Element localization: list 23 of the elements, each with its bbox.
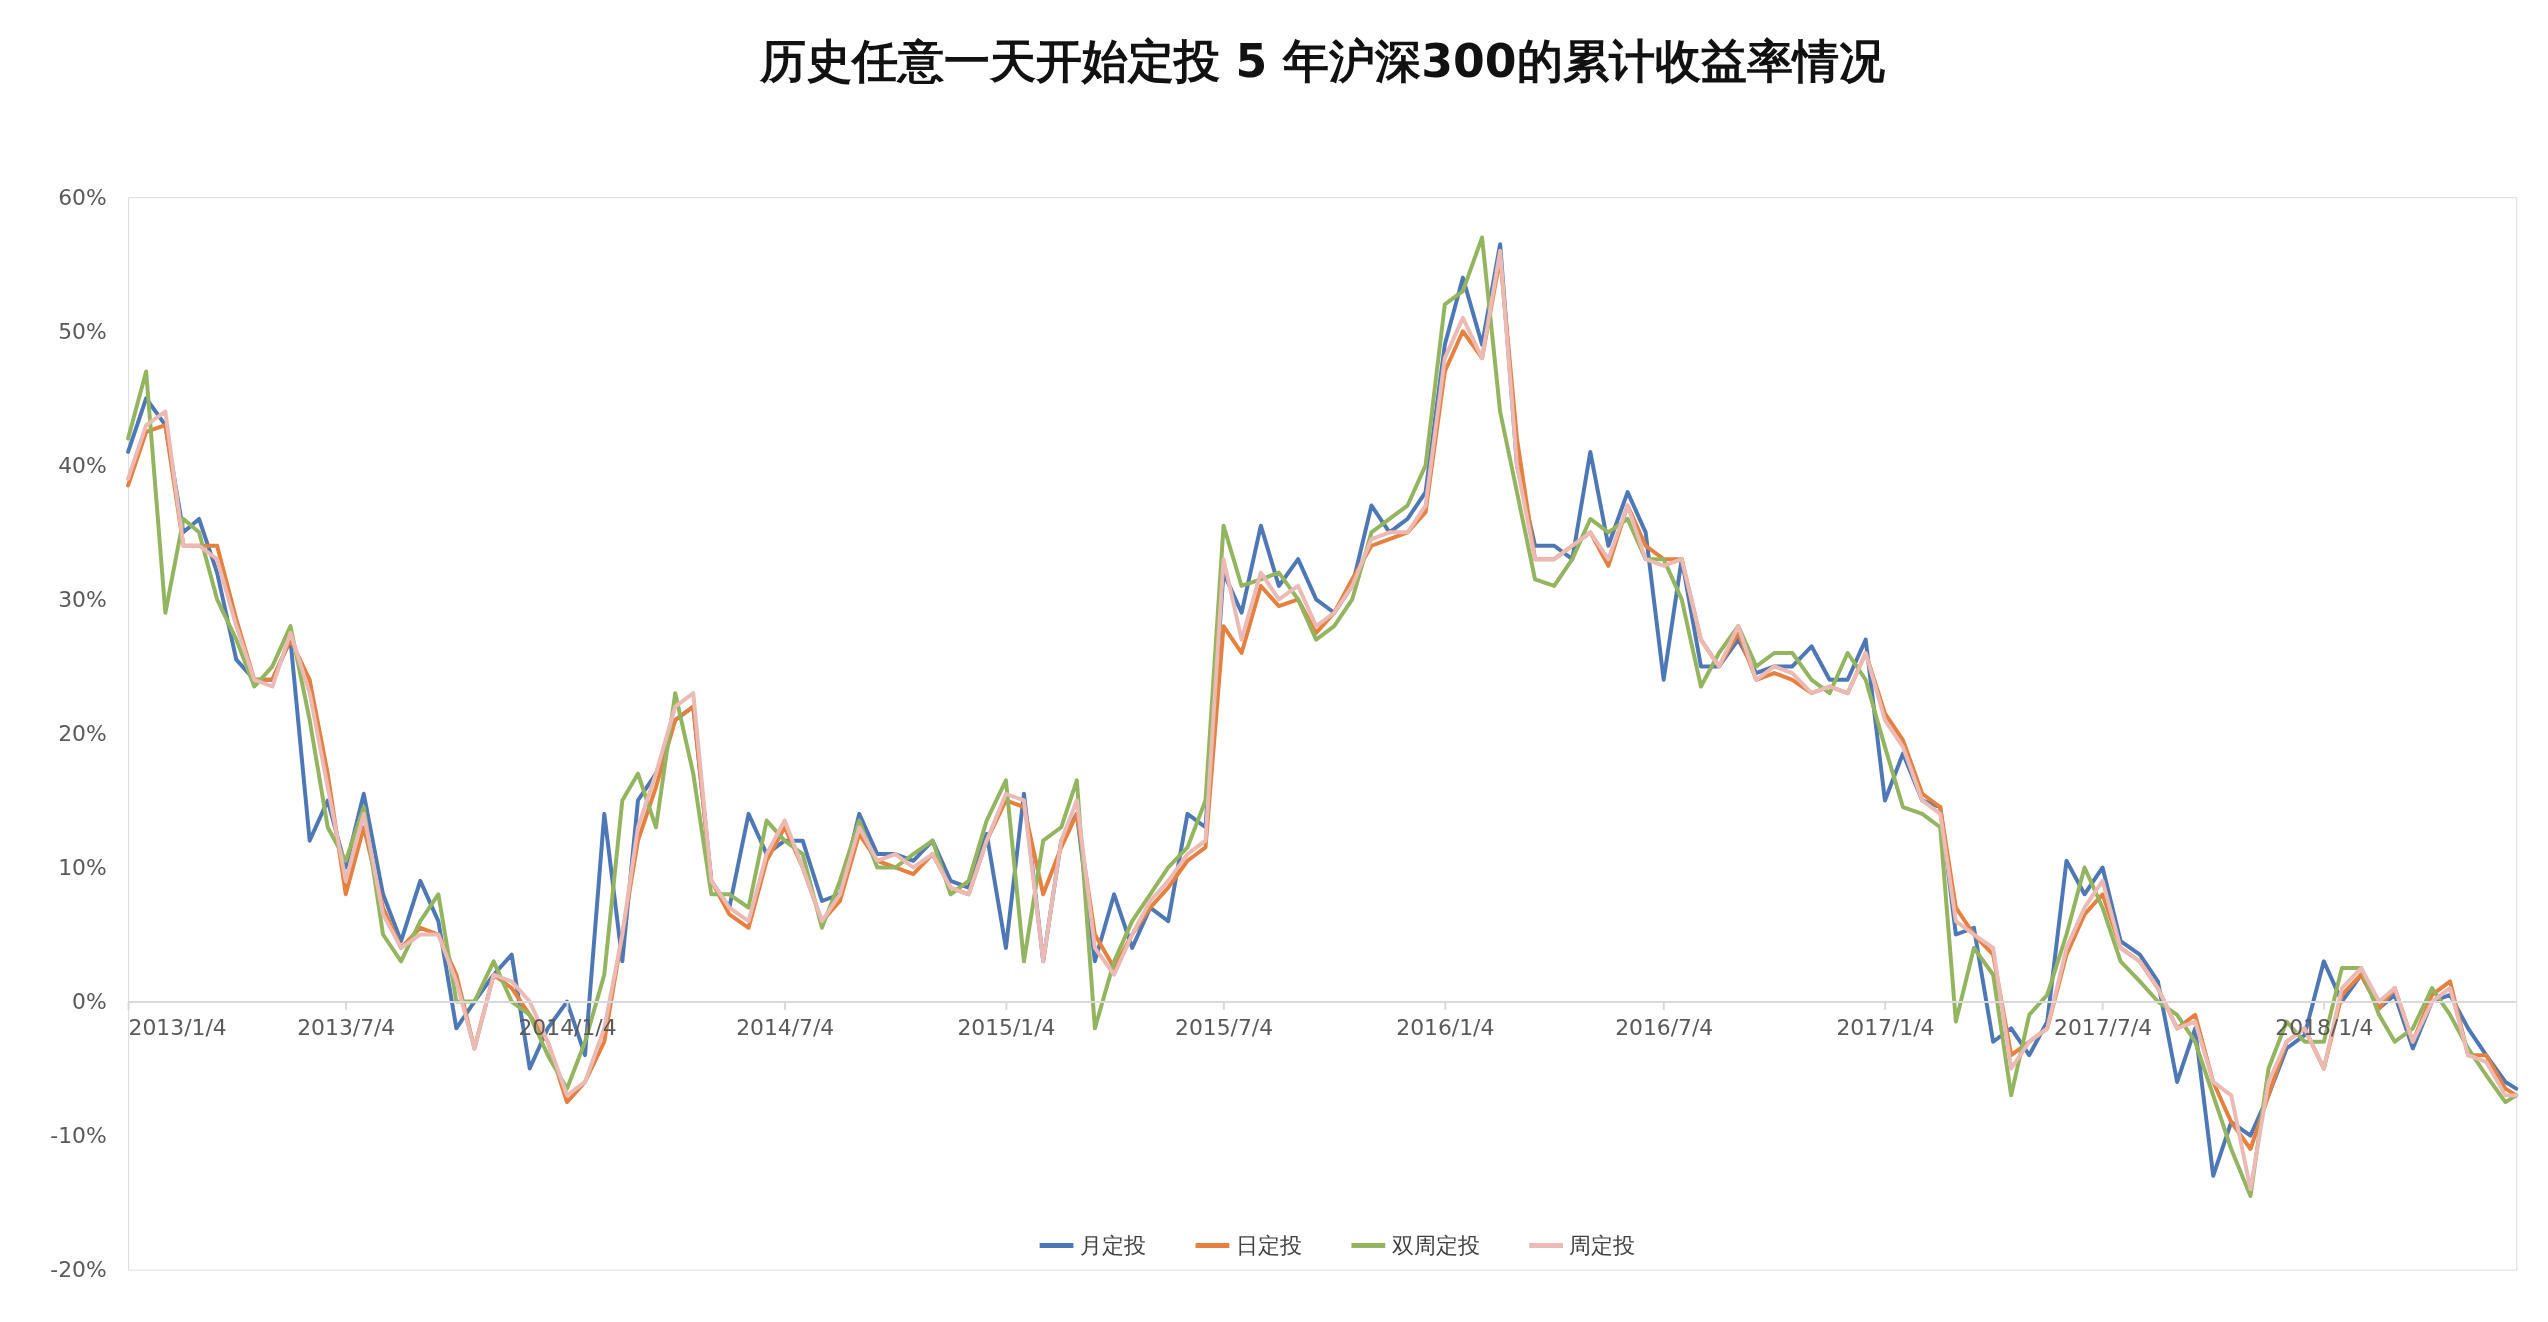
y-tick-label: -10% [50,1123,107,1149]
y-tick-label: 30% [58,586,107,612]
x-tick-label: 2013/1/4 [128,1014,227,1040]
legend-label: 月定投 [1079,1232,1146,1258]
x-tick-label: 2016/7/4 [1615,1014,1714,1040]
x-tick-label: 2015/7/4 [1175,1014,1274,1040]
legend-label: 双周定投 [1391,1232,1480,1258]
x-tick-label: 2015/1/4 [957,1014,1056,1040]
x-tick-label: 2017/7/4 [2054,1014,2153,1040]
x-tick-label: 2016/1/4 [1396,1014,1495,1040]
x-tick-label: 2017/1/4 [1836,1014,1935,1040]
y-tick-label: 40% [58,452,107,478]
y-tick-label: 50% [58,318,107,344]
y-tick-label: 60% [58,184,107,210]
chart-title: 历史任意一天开始定投 5 年沪深300的累计收益率情况 [758,35,1885,89]
y-tick-label: 0% [72,988,107,1014]
legend-label: 周定投 [1569,1232,1636,1258]
x-tick-label: 2013/7/4 [297,1014,396,1040]
y-tick-label: 20% [58,720,107,746]
x-tick-label: 2014/7/4 [736,1014,835,1040]
y-tick-label: 10% [58,854,107,880]
y-tick-label: -20% [50,1257,107,1283]
legend-label: 日定投 [1235,1232,1302,1258]
